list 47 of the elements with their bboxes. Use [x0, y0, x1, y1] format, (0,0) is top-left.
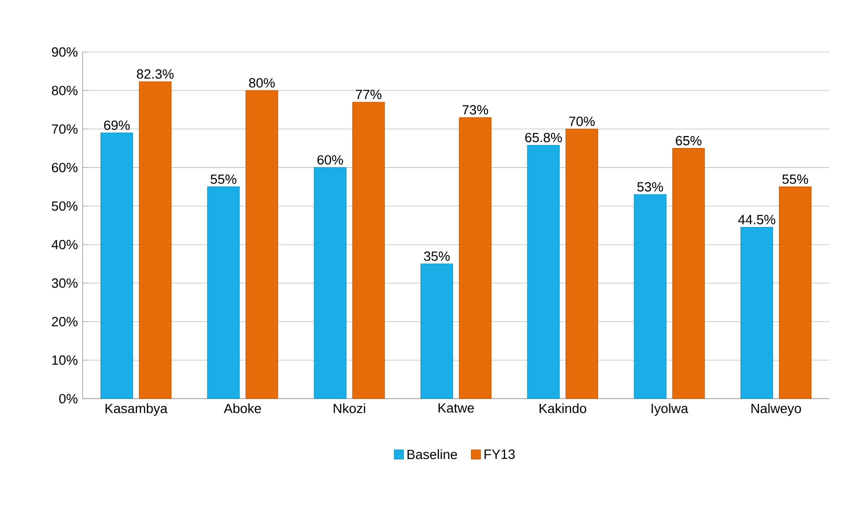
x-tick-label: Nkozi — [334, 403, 366, 414]
bar — [458, 117, 492, 399]
x-tick-label: Aboke — [224, 403, 261, 414]
bar — [740, 226, 774, 399]
bar — [207, 186, 240, 399]
y-tick-label: 60% — [52, 162, 78, 172]
data-label: 65% — [676, 136, 702, 146]
y-tick-label: 0% — [59, 394, 78, 404]
data-label: 44.5% — [738, 214, 776, 224]
bar — [314, 167, 346, 399]
data-label: 69% — [104, 120, 130, 130]
y-tick-label: 50% — [52, 201, 78, 211]
bar — [778, 186, 812, 399]
x-tick-label: Kakindo — [540, 403, 586, 414]
bar — [527, 144, 560, 399]
bar — [672, 148, 705, 399]
x-tick-label: Kasambya — [106, 403, 168, 416]
y-tick-label: 40% — [52, 240, 78, 250]
bar — [420, 264, 454, 399]
y-tick-label: 10% — [52, 355, 78, 365]
bar — [352, 102, 385, 399]
data-label: 55% — [210, 174, 236, 184]
bar — [634, 194, 666, 399]
data-label: 53% — [637, 182, 664, 192]
data-label: 82.3% — [136, 69, 174, 79]
x-tick-label: Katwe — [438, 403, 474, 413]
data-label: 35% — [424, 251, 450, 261]
y-tick-label: 80% — [52, 86, 78, 96]
data-label: 55% — [782, 174, 808, 184]
y-tick-label: 20% — [52, 316, 78, 326]
data-label: 80% — [249, 78, 275, 88]
x-tick-label: Nalweyo — [752, 403, 801, 416]
y-tick-label: 30% — [52, 278, 78, 288]
bar — [100, 132, 134, 399]
x-tick-label: Iyolwa — [652, 403, 688, 416]
data-label: 70% — [569, 116, 595, 126]
data-label: 65.8% — [525, 132, 562, 142]
legend-label: Baseline — [408, 449, 458, 460]
data-label: 60% — [317, 155, 344, 165]
y-tick-label: 70% — [52, 124, 78, 134]
y-tick-label: 90% — [52, 47, 78, 57]
legend-label: FY13 — [484, 450, 515, 459]
bar — [246, 90, 278, 399]
data-label: 73% — [462, 105, 488, 115]
bar — [566, 128, 598, 399]
data-label: 77% — [356, 90, 382, 100]
bar — [138, 81, 172, 399]
